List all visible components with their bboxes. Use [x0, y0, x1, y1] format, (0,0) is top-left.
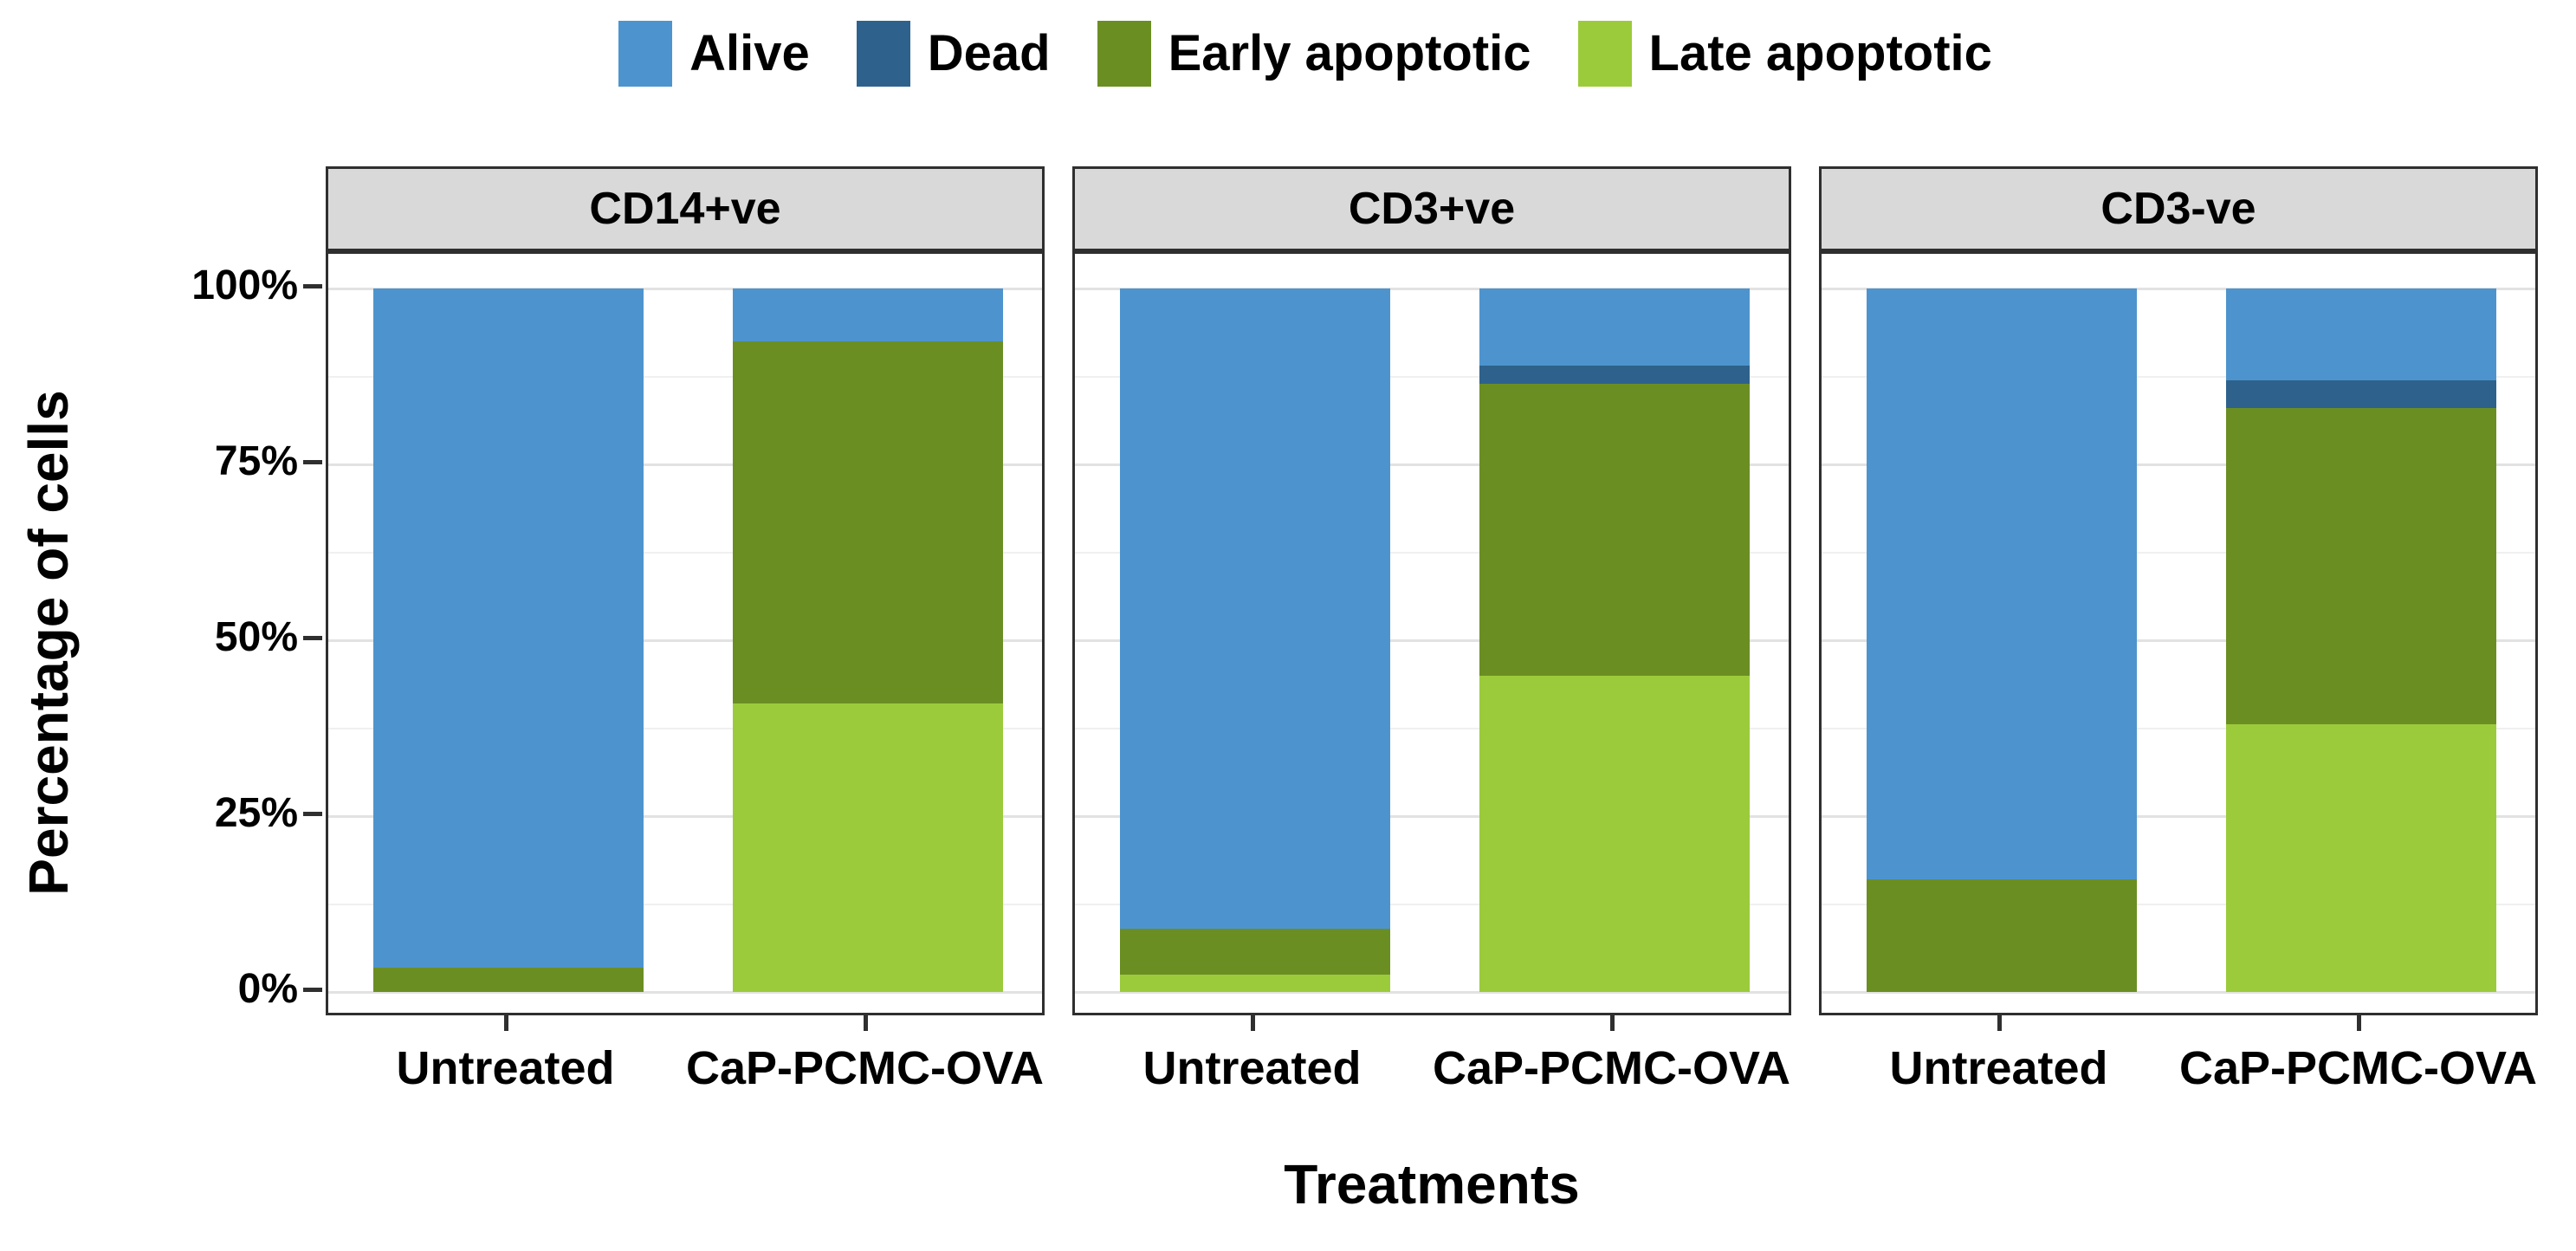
bar-segment [1120, 288, 1390, 929]
bar-segment [2226, 724, 2496, 992]
x-tick-label: Untreated [1142, 1042, 1362, 1094]
x-tick-label: CaP-PCMC-OVA [1432, 1042, 1790, 1094]
bar-segment [1479, 288, 1750, 366]
legend-swatch [1097, 21, 1151, 87]
gridline-major [1075, 991, 1789, 994]
gridline-minor [1822, 727, 2535, 729]
gridline-minor [1075, 727, 1789, 729]
facet-panel [326, 251, 1045, 1015]
y-tick-mark [303, 460, 322, 464]
facet-strip: CD3-ve [1819, 166, 2538, 251]
gridline-major [1075, 815, 1789, 818]
bar-segment [1867, 288, 2137, 880]
legend-label: Early apoptotic [1168, 25, 1531, 81]
y-tick-mark [303, 636, 322, 640]
bar-segment [373, 967, 644, 992]
facet-strip: CD3+ve [1072, 166, 1791, 251]
bar-segment [1120, 928, 1390, 975]
facet-strip-label: CD14+ve [589, 184, 781, 234]
bar-segment [1867, 879, 2137, 992]
gridline-minor [1822, 375, 2535, 378]
facet-strip: CD14+ve [326, 166, 1045, 251]
y-tick-mark [303, 988, 322, 992]
legend-swatch [856, 21, 910, 87]
facet-strip-label: CD3+ve [1348, 184, 1516, 234]
x-tick-mark [1997, 1015, 2002, 1031]
x-tick-label: Untreated [1889, 1042, 2108, 1094]
x-tick-mark [1250, 1015, 1255, 1031]
legend-item: Dead [856, 21, 1051, 87]
gridline-major [1075, 463, 1789, 466]
x-tick-mark [1609, 1015, 1615, 1031]
legend: Alive Dead Early apoptotic Late apoptotic [35, 14, 2576, 94]
gridline-major [1822, 463, 2535, 466]
facet-panel [1819, 251, 2538, 1015]
legend-item: Alive [618, 21, 810, 87]
x-tick-label: Untreated [396, 1042, 615, 1094]
legend-label: Late apoptotic [1648, 25, 1992, 81]
legend-swatch [1577, 21, 1632, 87]
gridline-minor [328, 551, 1042, 554]
gridline-minor [1822, 903, 2535, 905]
bar-segment [733, 288, 1003, 341]
y-tick-label: 50% [214, 614, 298, 660]
gridline-major [328, 991, 1042, 994]
legend-label: Alive [689, 25, 810, 81]
gridline-major [1075, 639, 1789, 642]
gridline-major [1822, 991, 2535, 994]
bar-segment [733, 703, 1003, 992]
bar-segment [1120, 974, 1390, 992]
y-axis-title: Percentage of cells [17, 390, 80, 896]
y-tick-mark [303, 284, 322, 288]
y-tick-label: 0% [237, 966, 298, 1012]
y-tick-label: 25% [214, 790, 298, 836]
gridline-major [328, 639, 1042, 642]
y-tick-mark [303, 812, 322, 816]
x-tick-mark [2356, 1015, 2361, 1031]
bar-segment [733, 340, 1003, 704]
gridline-major [1822, 639, 2535, 642]
x-axis-title: Treatments [1284, 1153, 1580, 1215]
gridline-major [1075, 288, 1789, 290]
gridline-minor [1075, 551, 1789, 554]
bar-segment [2226, 408, 2496, 725]
facet-panel [1072, 251, 1791, 1015]
bar-segment [1479, 675, 1750, 992]
x-tick-label: CaP-PCMC-OVA [685, 1042, 1044, 1094]
gridline-minor [328, 903, 1042, 905]
bar-segment [1479, 383, 1750, 676]
gridline-minor [1822, 551, 2535, 554]
bar-segment [1479, 366, 1750, 384]
gridline-major [328, 815, 1042, 818]
bar-segment [2226, 288, 2496, 380]
bar-segment [2226, 379, 2496, 409]
legend-label: Dead [927, 25, 1051, 81]
x-tick-label: CaP-PCMC-OVA [2178, 1042, 2537, 1094]
legend-swatch [618, 21, 673, 87]
gridline-minor [1075, 375, 1789, 378]
facet-strip-label: CD3-ve [2100, 184, 2256, 234]
gridline-major [1822, 815, 2535, 818]
gridline-minor [328, 375, 1042, 378]
y-tick-label: 100% [191, 263, 298, 308]
x-tick-mark [503, 1015, 508, 1031]
gridline-minor [1075, 903, 1789, 905]
gridline-major [328, 288, 1042, 290]
legend-item: Early apoptotic [1097, 21, 1531, 87]
gridline-major [328, 463, 1042, 466]
gridline-major [1822, 288, 2535, 290]
bar-segment [373, 288, 644, 968]
x-tick-mark [863, 1015, 868, 1031]
legend-item: Late apoptotic [1577, 21, 1992, 87]
y-tick-label: 75% [214, 438, 298, 484]
gridline-minor [328, 727, 1042, 729]
